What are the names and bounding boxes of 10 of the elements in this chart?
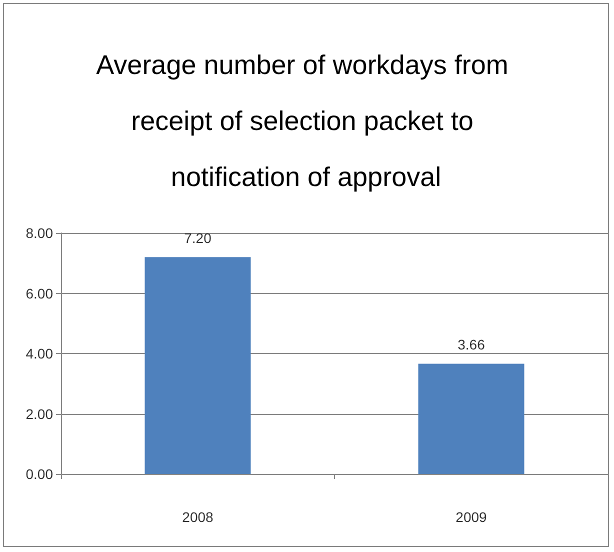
chart-title: Average number of workdays from receipt of selection packet to notification of approval <box>96 50 516 192</box>
data-label: 7.20 <box>184 230 212 246</box>
data-label: 3.66 <box>458 336 486 353</box>
x-tick-label: 2008 <box>182 509 214 525</box>
y-tick-label: 8.00 <box>26 225 54 241</box>
y-tick-label: 6.00 <box>26 285 54 302</box>
y-tick-label: 4.00 <box>26 346 54 362</box>
y-tick-label: 0.00 <box>26 466 54 482</box>
x-tick-label: 2009 <box>456 509 488 525</box>
y-tick-label: 2.00 <box>26 406 54 422</box>
